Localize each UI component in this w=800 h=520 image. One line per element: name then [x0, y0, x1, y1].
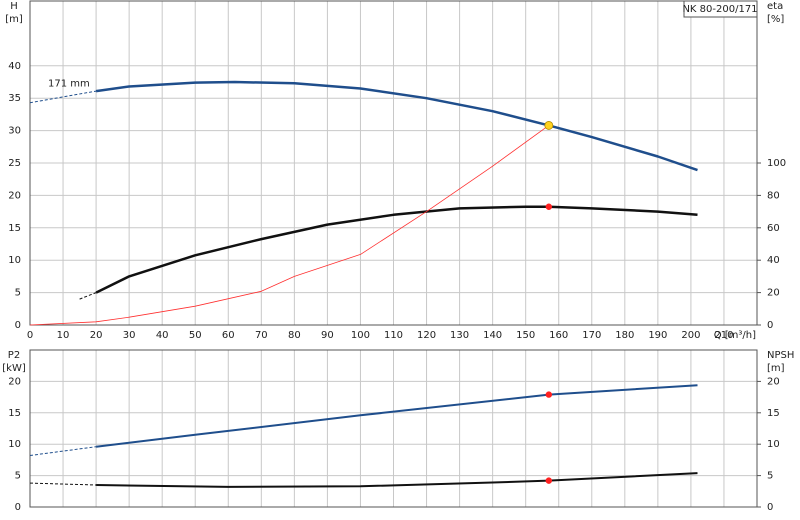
duty-point [544, 121, 554, 130]
x-tick-label: 200 [681, 330, 700, 341]
duty-point [545, 203, 553, 210]
y-tick-label: 15 [8, 223, 21, 234]
x-tick-label: 70 [255, 330, 268, 341]
y-tick-label: 10 [8, 255, 21, 266]
x-axis-label: Q [m³/h] [714, 330, 756, 341]
y-tick-label: 10 [8, 439, 21, 450]
curve-extension [29, 482, 97, 486]
y2-tick-label: 20 [767, 376, 780, 387]
x-tick-label: 130 [450, 330, 469, 341]
y2-tick-label: 10 [767, 439, 780, 450]
y-axis-unit: [m] [5, 14, 23, 25]
x-tick-label: 0 [27, 330, 33, 341]
y2-tick-label: 40 [767, 255, 780, 266]
y2-tick-label: 15 [767, 408, 780, 419]
y-axis-unit: [kW] [2, 363, 26, 374]
curve [95, 80, 698, 172]
curve-extension [29, 446, 97, 456]
y-tick-label: 35 [8, 93, 21, 104]
curve [95, 384, 698, 448]
title-box [683, 0, 758, 18]
y-axis-label: P2 [8, 350, 20, 361]
y-tick-label: 25 [8, 158, 21, 169]
duty-point [545, 391, 553, 398]
chart-title: NK 80-200/171 [682, 4, 757, 15]
x-tick-label: 110 [384, 330, 403, 341]
curve-extension [79, 292, 97, 300]
curve [96, 472, 698, 488]
y-tick-label: 15 [8, 408, 21, 419]
curve [95, 205, 698, 294]
x-tick-label: 90 [321, 330, 334, 341]
y2-tick-label: 60 [767, 223, 780, 234]
curve [29, 125, 550, 326]
curve-extension [29, 90, 97, 104]
x-tick-label: 190 [648, 330, 667, 341]
y-tick-label: 20 [8, 376, 21, 387]
x-tick-label: 20 [90, 330, 103, 341]
x-tick-label: 100 [351, 330, 370, 341]
x-tick-label: 10 [57, 330, 70, 341]
y2-axis-label: NPSH [767, 350, 794, 361]
plot-frame [29, 349, 758, 508]
y-tick-label: 40 [8, 61, 21, 72]
x-tick-label: 30 [123, 330, 136, 341]
x-tick-label: 170 [582, 330, 601, 341]
y2-axis-label: eta [767, 1, 783, 12]
y2-axis-unit: [m] [767, 363, 785, 374]
y-axis-label: H [10, 1, 18, 12]
x-tick-label: 120 [417, 330, 436, 341]
x-tick-label: 50 [189, 330, 202, 341]
y2-tick-label: 0 [767, 502, 773, 513]
y-tick-label: 0 [15, 320, 21, 331]
x-tick-label: 60 [222, 330, 235, 341]
y-tick-label: 30 [8, 126, 21, 137]
x-tick-label: 80 [288, 330, 301, 341]
y-tick-label: 0 [15, 502, 21, 513]
y2-tick-label: 5 [767, 471, 773, 482]
curve-annotation: 171 mm [48, 78, 90, 89]
duty-point [545, 477, 553, 484]
x-tick-label: 160 [549, 330, 568, 341]
y-tick-label: 5 [15, 471, 21, 482]
y2-tick-label: 80 [767, 190, 780, 201]
y2-axis-unit: [%] [767, 14, 784, 25]
y2-tick-label: 20 [767, 288, 780, 299]
y2-tick-label: 100 [767, 158, 786, 169]
y-tick-label: 20 [8, 190, 21, 201]
x-tick-label: 40 [156, 330, 169, 341]
x-tick-label: 210 [714, 330, 733, 341]
x-tick-label: 140 [483, 330, 502, 341]
x-tick-label: 150 [516, 330, 535, 341]
y2-tick-label: 0 [767, 320, 773, 331]
y-tick-label: 5 [15, 288, 21, 299]
x-tick-label: 180 [615, 330, 634, 341]
